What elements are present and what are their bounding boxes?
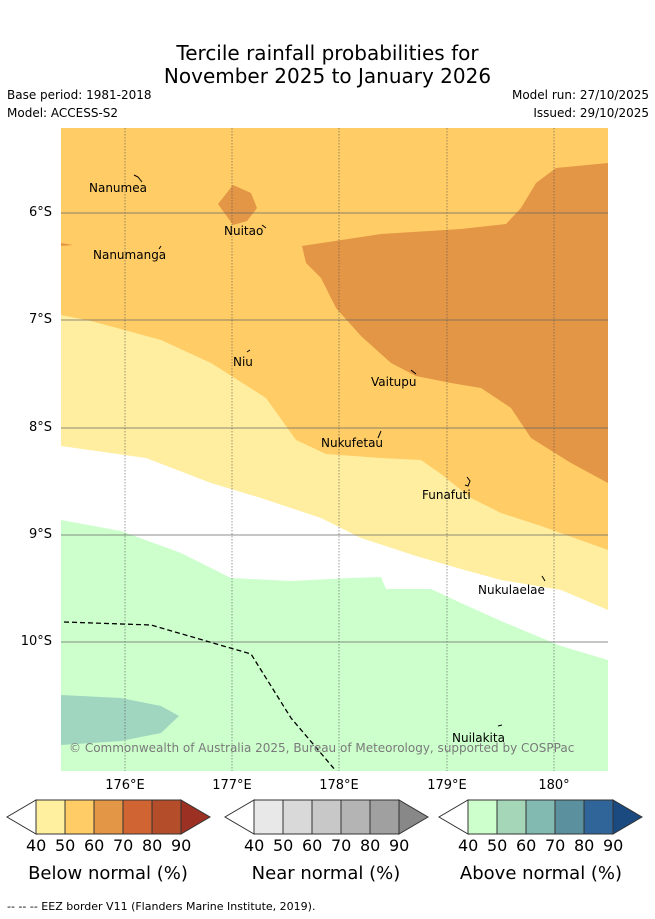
- island-funafuti: [464, 476, 471, 487]
- zone-above-50-60: [61, 695, 179, 745]
- colorbar-above-tick-80: 80: [574, 836, 595, 855]
- colorbar-near-title: Near normal (%): [251, 863, 401, 884]
- island-nanumea: [133, 174, 143, 183]
- place-nanumanga: Nanumanga: [93, 248, 167, 262]
- eez-border: [63, 621, 337, 771]
- lat-label-9s: 9°S: [28, 527, 52, 542]
- colorbar-near-40-50: [253, 799, 284, 835]
- colorbar-below-tick-80: 80: [142, 836, 163, 855]
- place-nuilakita: Nuilakita: [452, 731, 505, 745]
- place-vaitupu: Vaitupu: [371, 375, 417, 389]
- issued-date: Issued: 29/10/2025: [533, 106, 649, 120]
- colorbar-below-70-80: [122, 799, 153, 835]
- colorbar-above-min: [438, 799, 469, 835]
- lat-label-6s: 6°S: [28, 205, 52, 220]
- colorbar-below-50-60: [64, 799, 95, 835]
- island-nanumanga: [158, 245, 162, 250]
- colorbar-above-tick-90: 90: [603, 836, 624, 855]
- colorbar-above-tick-40: 40: [458, 836, 479, 855]
- lat-label-8s: 8°S: [28, 420, 52, 435]
- place-niu: Niu: [233, 355, 253, 369]
- colorbar-near-tick-80: 80: [360, 836, 381, 855]
- eez-footnote: -- -- -- EEZ border V11 (Flanders Marine…: [7, 900, 316, 913]
- colorbar-near-tick-70: 70: [331, 836, 352, 855]
- colorbar-near-tick-90: 90: [389, 836, 410, 855]
- colorbar-below-tick-60: 60: [84, 836, 105, 855]
- islands: [133, 174, 546, 727]
- colorbar-below-tick-50: 50: [55, 836, 76, 855]
- lon-label-179e: 179°E: [427, 778, 467, 793]
- place-nukufetau: Nukufetau: [321, 436, 384, 450]
- colorbar-above-title: Above normal (%): [459, 863, 623, 884]
- colorbar-near-80-90: [369, 799, 400, 835]
- place-nanumea: Nanumea: [89, 181, 147, 195]
- place-nukulaelae: Nukulaelae: [478, 583, 545, 597]
- colorbar-above-40-50: [467, 799, 498, 835]
- zone-below-60-70-islet: [218, 185, 257, 225]
- zone-above-40-50: [61, 520, 608, 771]
- graticule-lat: [61, 212, 608, 643]
- colorbar-near-tick-60: 60: [302, 836, 323, 855]
- colorbar-above-tick-70: 70: [545, 836, 566, 855]
- lat-label-7s: 7°S: [28, 312, 52, 327]
- colorbar-near-70-80: [340, 799, 371, 835]
- colorbar-near-tick-40: 40: [244, 836, 265, 855]
- lon-label-176e: 176°E: [105, 778, 145, 793]
- colorbar-below-tick-70: 70: [113, 836, 134, 855]
- graticule: [124, 128, 555, 771]
- colorbar-below-60-70: [93, 799, 124, 835]
- lon-label-177e: 177°E: [212, 778, 252, 793]
- island-vaitupu: [410, 369, 417, 375]
- colorbar-near-50-60: [282, 799, 313, 835]
- colorbar-below-40-50: [35, 799, 66, 835]
- colorbar-below-title: Below normal (%): [28, 863, 188, 884]
- island-nukulaelae: [541, 575, 546, 582]
- island-nukufetau: [377, 430, 382, 439]
- map-title-line1: Tercile rainfall probabilities for: [176, 41, 479, 65]
- colorbar-below-min: [6, 799, 37, 835]
- zone-below-60-70: [302, 163, 608, 483]
- colorbar-near: [224, 799, 429, 835]
- model-name: Model: ACCESS-S2: [7, 106, 119, 120]
- place-funafuti: Funafuti: [422, 488, 471, 502]
- colorbar-below-max: [180, 799, 211, 835]
- colorbar-near-tick-50: 50: [273, 836, 294, 855]
- colorbar-above-tick-50: 50: [487, 836, 508, 855]
- colorbar-near-60-70: [311, 799, 342, 835]
- place-nuitao: Nuitao: [224, 224, 264, 238]
- colorbar-near-max: [398, 799, 429, 835]
- colorbar-below-tick-90: 90: [171, 836, 192, 855]
- colorbar-below-tick-40: 40: [26, 836, 47, 855]
- colorbar-above: [438, 799, 643, 835]
- colorbar-above-tick-60: 60: [516, 836, 537, 855]
- colorbar-above-70-80: [554, 799, 585, 835]
- island-nuilakita: [497, 724, 503, 727]
- base-period: Base period: 1981-2018: [7, 88, 152, 102]
- colorbar-above-max: [612, 799, 643, 835]
- lon-label-178e: 178°E: [319, 778, 359, 793]
- rainfall-map: [61, 128, 608, 771]
- zone-below-60-70-edge: [61, 243, 73, 246]
- model-run: Model run: 27/10/2025: [511, 88, 649, 102]
- colorbar-near-min: [224, 799, 255, 835]
- colorbar-above-50-60: [496, 799, 527, 835]
- lat-label-10s: 10°S: [20, 634, 52, 649]
- colorbar-above-80-90: [583, 799, 614, 835]
- colorbar-above-60-70: [525, 799, 556, 835]
- colorbar-below: [6, 799, 211, 835]
- colorbar-below-80-90: [151, 799, 182, 835]
- island-nuitao: [261, 224, 267, 229]
- island-niu: [246, 349, 251, 353]
- map-title-line2: November 2025 to January 2026: [163, 64, 492, 88]
- copyright-notice: © Commonwealth of Australia 2025, Bureau…: [69, 741, 575, 755]
- lon-label-180: 180°: [538, 778, 570, 793]
